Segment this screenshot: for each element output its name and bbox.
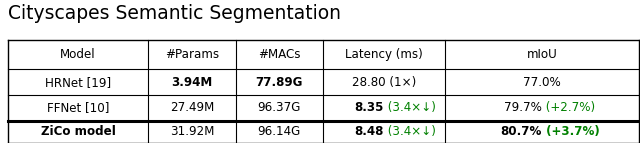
Text: (3.4×↓): (3.4×↓): [383, 125, 436, 138]
Text: Latency (ms): Latency (ms): [345, 48, 422, 61]
Text: (+3.7%): (+3.7%): [541, 125, 600, 138]
Text: #Params: #Params: [165, 48, 219, 61]
Text: 77.0%: 77.0%: [523, 76, 561, 89]
Text: 8.48: 8.48: [355, 125, 383, 138]
Text: 27.49M: 27.49M: [170, 102, 214, 114]
Text: (+2.7%): (+2.7%): [541, 102, 595, 114]
Text: ZiCo model: ZiCo model: [41, 125, 115, 138]
Text: 3.94M: 3.94M: [172, 76, 212, 89]
Text: 96.37G: 96.37G: [257, 102, 301, 114]
Text: 77.89G: 77.89G: [255, 76, 303, 89]
Text: 80.7%: 80.7%: [500, 125, 541, 138]
Text: HRNet [19]: HRNet [19]: [45, 76, 111, 89]
Text: Model: Model: [60, 48, 96, 61]
Text: FFNet [10]: FFNet [10]: [47, 102, 109, 114]
Text: mIoU: mIoU: [526, 48, 557, 61]
Text: 28.80 (1×): 28.80 (1×): [351, 76, 416, 89]
Text: Cityscapes Semantic Segmentation: Cityscapes Semantic Segmentation: [8, 4, 340, 23]
Text: 79.7%: 79.7%: [504, 102, 541, 114]
Text: #MACs: #MACs: [258, 48, 300, 61]
Text: 96.14G: 96.14G: [257, 125, 301, 138]
Text: 8.35: 8.35: [355, 102, 383, 114]
Text: 31.92M: 31.92M: [170, 125, 214, 138]
Text: (3.4×↓): (3.4×↓): [383, 102, 436, 114]
